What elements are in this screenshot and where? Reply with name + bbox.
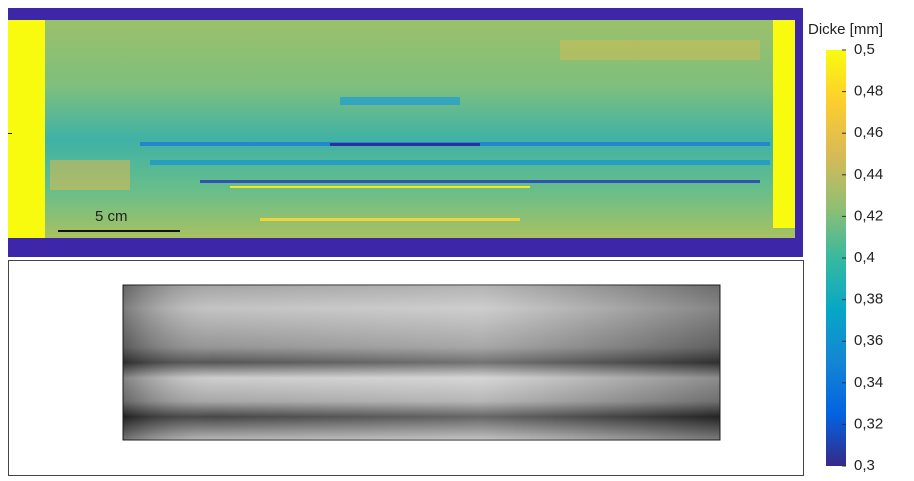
colorbar-tick-label: 0,32	[854, 415, 883, 432]
photo-panel	[9, 261, 804, 476]
colorbar-tick-label: 0,36	[854, 332, 883, 349]
page: {"chart_data": {"type": "heatmap", "colo…	[0, 0, 914, 481]
colorbar-tick-label: 0,5	[854, 41, 875, 58]
thickness-map: 5 cm	[8, 8, 803, 257]
colorbar-tick-label: 0,34	[854, 374, 883, 391]
colorbar-tick-label: 0,4	[854, 249, 875, 266]
figure: 5 cm Dicke [mm] 0,3 0,32 0,34 0,36 0,38 0,4 0,…	[0, 0, 914, 476]
colorbar-tick-label: 0,42	[854, 207, 883, 224]
scale-bar-label: 5 cm	[95, 208, 128, 225]
colorbar-tick-label: 0,3	[854, 457, 875, 474]
colorbar-tick-label: 0,44	[854, 166, 883, 183]
colorbar: Dicke [mm] 0,3 0,32 0,34 0,36 0,38 0,4 0,42 0,4…	[808, 21, 883, 474]
colorbar-tick-label: 0,48	[854, 83, 883, 100]
colorbar-tick-label: 0,46	[854, 124, 883, 141]
colorbar-tick-label: 0,38	[854, 291, 883, 308]
colorbar-label: Dicke [mm]	[808, 21, 883, 38]
